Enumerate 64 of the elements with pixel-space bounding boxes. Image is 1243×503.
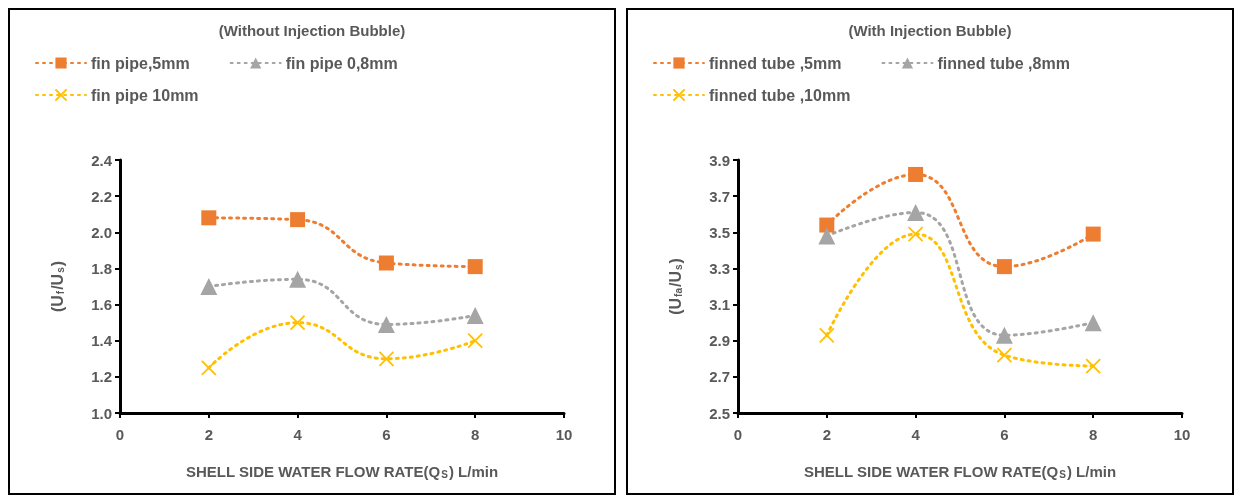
y-tick-label: 3.9 xyxy=(709,151,730,169)
x-tick-label: 6 xyxy=(1000,426,1009,443)
point xyxy=(201,210,217,226)
point xyxy=(907,203,925,221)
point xyxy=(467,332,484,349)
legend-label: fin pipe,5mm xyxy=(91,54,190,72)
y-tick-label: 2.7 xyxy=(709,368,730,386)
point xyxy=(1085,226,1101,242)
legend-label: fin pipe 10mm xyxy=(91,86,199,104)
point xyxy=(200,359,217,376)
point xyxy=(200,278,218,295)
text: 2.0 xyxy=(91,223,112,241)
point xyxy=(818,327,835,344)
x-tick-label: 2 xyxy=(204,426,213,443)
point xyxy=(289,314,306,331)
x-tick-label: 0 xyxy=(733,426,743,443)
x-axis-title: SHELL SIDE WATER FLOW RATE(QS) L/min xyxy=(186,462,499,480)
x-tick-label: 10 xyxy=(555,426,573,443)
chart-title: (With Injection Bubble) xyxy=(848,22,1012,39)
y-tick-label: 1.6 xyxy=(91,296,112,314)
y-tick-label: 3.1 xyxy=(709,296,730,314)
point xyxy=(466,306,484,324)
y-tick-label: 3.5 xyxy=(709,223,730,241)
point xyxy=(377,315,395,333)
point xyxy=(467,259,483,275)
y-tick-label: 2.2 xyxy=(91,187,112,205)
x-tick-label: 6 xyxy=(382,426,391,443)
y-tick-label: 3.3 xyxy=(709,259,730,277)
legend-label: finned tube ,5mm xyxy=(709,54,842,72)
y-tick-label: 2.4 xyxy=(91,151,113,169)
point xyxy=(818,227,836,245)
x-tick-label: 0 xyxy=(115,426,125,443)
x-tick-label: 10 xyxy=(1173,426,1191,443)
x-tick-label: 2 xyxy=(822,426,831,443)
x-tick-label: 8 xyxy=(471,426,480,443)
y-tick-label: 2.9 xyxy=(709,332,730,350)
point xyxy=(907,226,924,242)
point xyxy=(996,259,1012,275)
y-tick-label: 1.2 xyxy=(91,368,112,386)
y-tick-label: 1.8 xyxy=(91,259,112,277)
point xyxy=(996,347,1013,364)
point xyxy=(289,270,307,288)
point xyxy=(1085,358,1102,374)
legend-label: finned tube ,10mm xyxy=(709,86,851,104)
legend-label: finned tube ,8mm xyxy=(937,54,1070,72)
y-axis-title: (Ufa/Us) xyxy=(666,258,684,315)
y-axis-title: (Uf/Us) xyxy=(48,260,66,313)
point xyxy=(378,350,395,367)
legend-label: fin pipe 0,8mm xyxy=(285,54,398,72)
point xyxy=(1084,314,1102,332)
point xyxy=(290,212,306,228)
x-tick-label: 4 xyxy=(293,426,303,443)
point xyxy=(378,255,394,271)
chart-title: (Without Injection Bubble) xyxy=(218,22,406,39)
point xyxy=(995,326,1013,344)
point xyxy=(819,217,835,233)
y-tick-label: 3.7 xyxy=(709,187,730,205)
y-tick-label: 1.4 xyxy=(91,332,113,350)
text: 1.0 xyxy=(91,404,112,422)
x-axis-title: SHELL SIDE WATER FLOW RATE(QS) L/min xyxy=(804,462,1117,480)
x-tick-label: 4 xyxy=(911,426,921,443)
x-tick-label: 8 xyxy=(1089,426,1098,443)
y-tick-label: 2.5 xyxy=(709,404,730,422)
point xyxy=(908,166,924,182)
